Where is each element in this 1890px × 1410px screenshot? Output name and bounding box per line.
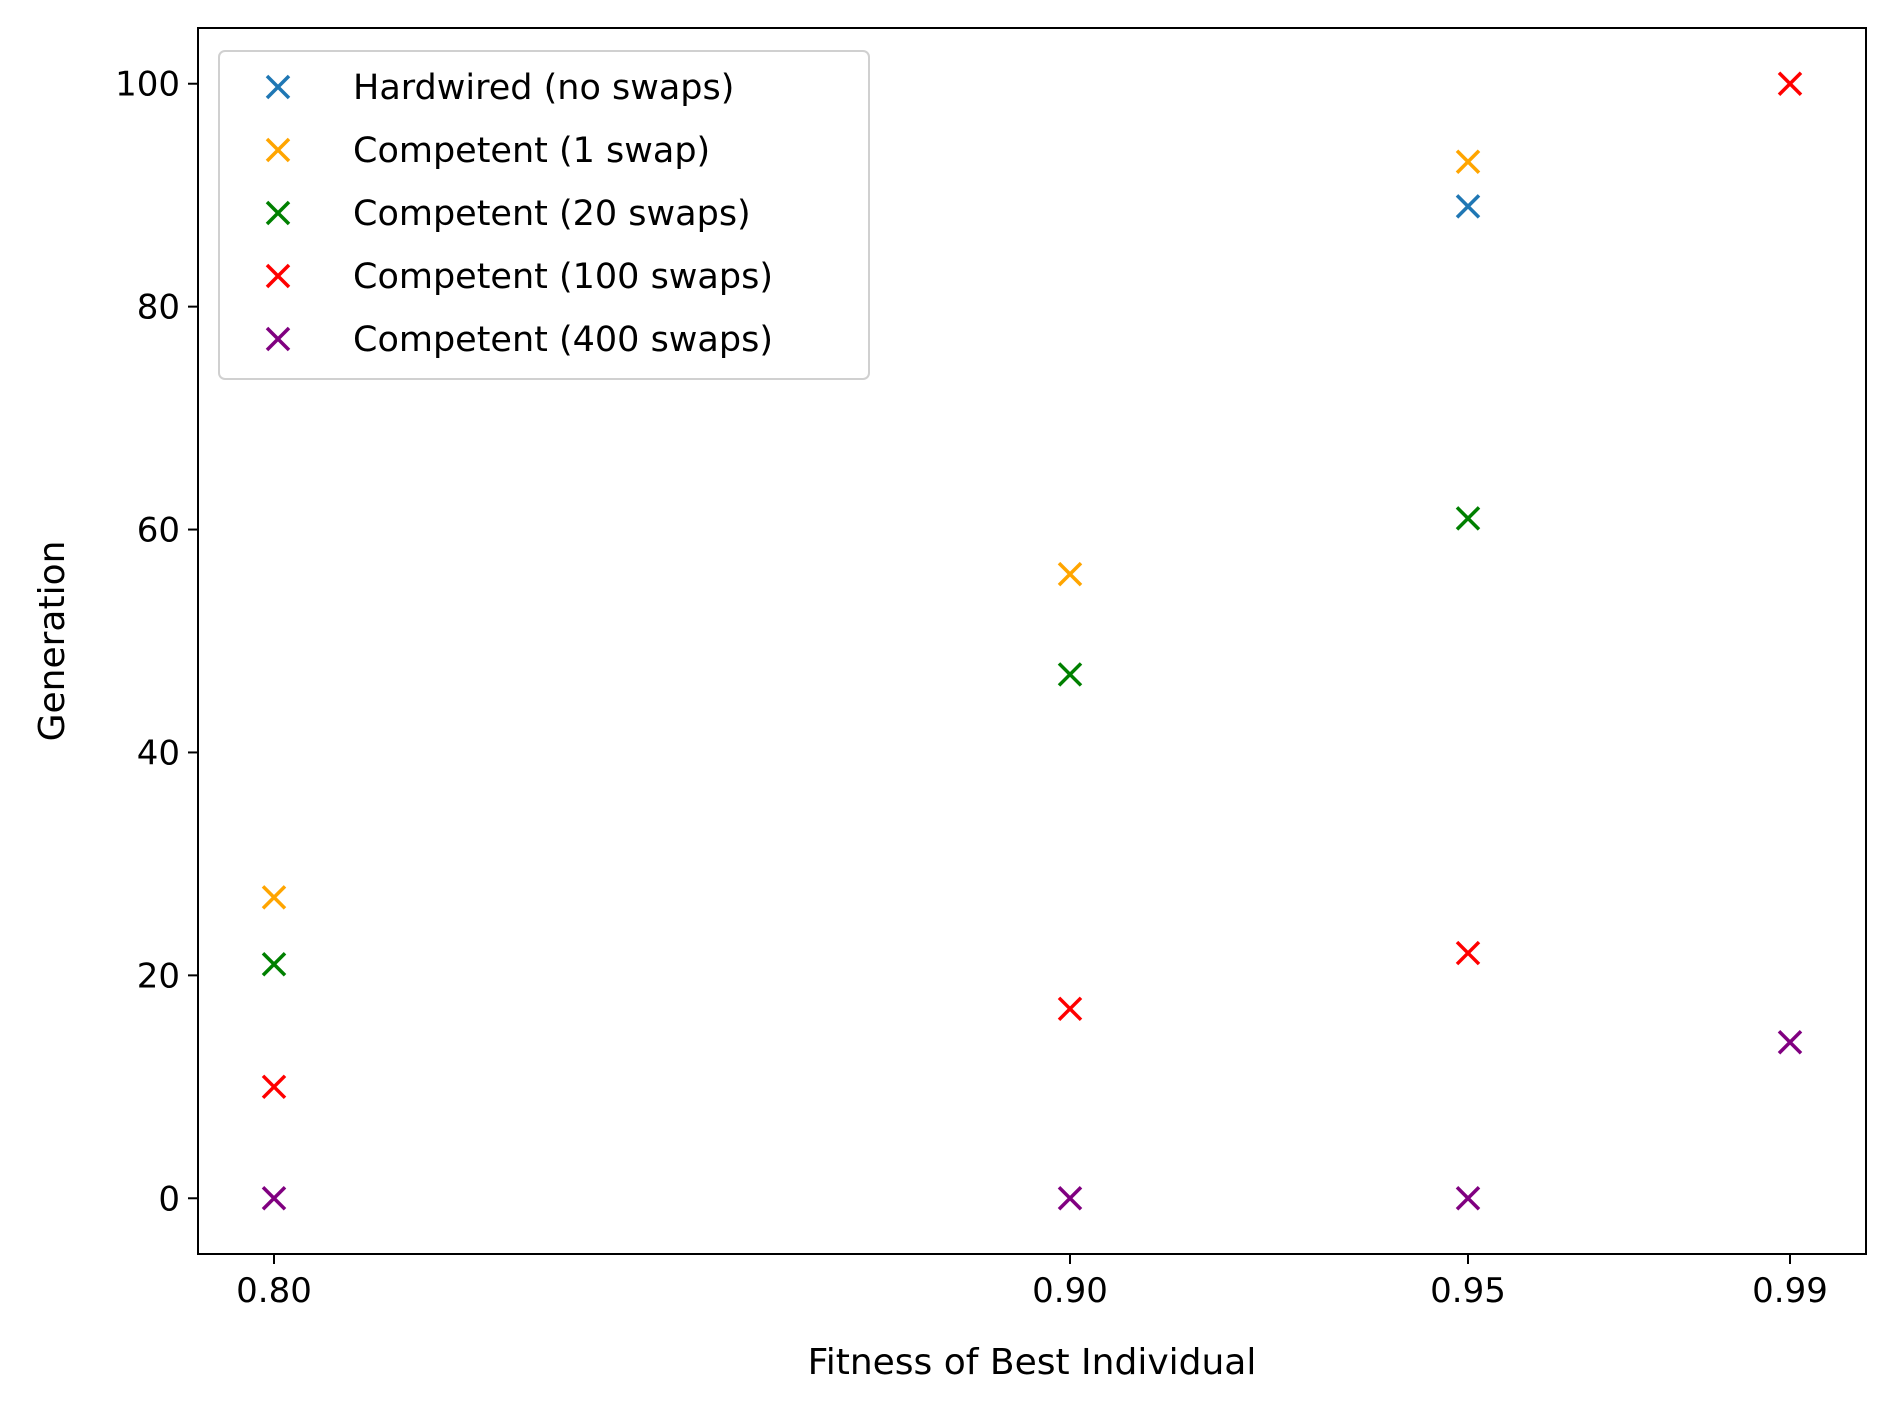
y-tick-label: 100 <box>115 65 180 105</box>
legend-label-1: Competent (1 swap) <box>353 131 710 171</box>
legend-label-4: Competent (400 swaps) <box>353 320 773 360</box>
point-series-4 <box>261 1186 287 1211</box>
point-series-2 <box>261 951 287 977</box>
y-axis-label: Generation <box>32 541 73 742</box>
y-tick-label: 40 <box>137 733 180 773</box>
y-tick-label: 60 <box>137 511 180 551</box>
legend-marker-0 <box>265 74 291 100</box>
y-tick-label: 0 <box>158 1179 180 1219</box>
data-points <box>261 71 1803 1211</box>
y-tick-label: 20 <box>137 956 180 996</box>
point-series-1 <box>1057 561 1083 587</box>
legend-label-3: Competent (100 swaps) <box>353 257 773 297</box>
x-axis-label: Fitness of Best Individual <box>808 1342 1257 1383</box>
plot-frame <box>197 27 1867 1255</box>
x-tick-label: 0.80 <box>236 1271 312 1311</box>
point-series-0 <box>1455 194 1481 219</box>
point-series-2 <box>1455 506 1481 531</box>
legend-marker-3 <box>265 263 291 289</box>
axis-ticks: 0.80 0.90 0.95 0.99 0 20 40 60 80 100 <box>115 65 1828 1311</box>
point-series-2 <box>1057 662 1083 687</box>
point-series-4 <box>1057 1186 1083 1211</box>
legend-label-0: Hardwired (no swaps) <box>353 68 734 108</box>
point-series-4 <box>1777 1029 1803 1055</box>
point-series-1 <box>261 885 287 910</box>
x-tick-label: 0.95 <box>1430 1271 1506 1311</box>
point-series-3 <box>1777 71 1803 96</box>
legend: Hardwired (no swaps) Competent (1 swap) Co… <box>218 50 870 380</box>
y-tick-label: 80 <box>137 288 180 328</box>
point-series-3 <box>1057 996 1083 1022</box>
legend-marker-4 <box>265 326 291 352</box>
legend-box <box>218 50 870 380</box>
legend-marker-1 <box>265 137 291 163</box>
legend-marker-2 <box>265 200 291 226</box>
x-tick-label: 0.99 <box>1752 1271 1828 1311</box>
legend-label-2: Competent (20 swaps) <box>353 194 751 234</box>
x-tick-label: 0.90 <box>1032 1271 1108 1311</box>
point-series-4 <box>1455 1186 1481 1211</box>
point-series-3 <box>1455 940 1481 966</box>
point-series-1 <box>1455 149 1481 174</box>
point-series-3 <box>261 1074 287 1100</box>
